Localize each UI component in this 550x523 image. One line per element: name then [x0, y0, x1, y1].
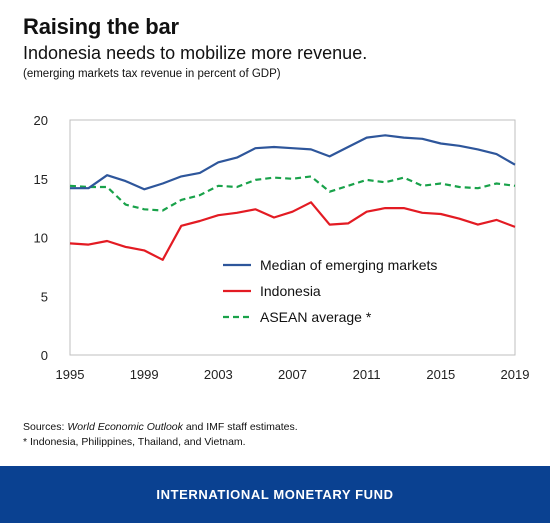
sources-publication: World Economic Outlook: [67, 421, 183, 433]
x-tick-label: 2011: [353, 367, 381, 382]
chart-title: Raising the bar: [23, 14, 179, 39]
series-line-indonesia: [69, 201, 516, 261]
x-tick-label: 1999: [130, 367, 159, 382]
sources-footnote: * Indonesia, Philippines, Thailand, and …: [23, 436, 246, 448]
y-tick-label: 5: [41, 289, 48, 304]
x-tick-label: 2003: [204, 367, 233, 382]
y-tick-label: 15: [34, 172, 48, 187]
sources-prefix: Sources:: [23, 421, 68, 433]
legend-label: Median of emerging markets: [260, 257, 437, 273]
y-tick-label: 20: [34, 113, 48, 128]
plot-frame: [69, 119, 516, 356]
footer-label: INTERNATIONAL MONETARY FUND: [156, 487, 394, 502]
x-tick-label: 1995: [56, 367, 85, 382]
sources-note: Sources: World Economic Outlook and IMF …: [23, 420, 298, 450]
line-chart: 0 5 10 15 20 1995 1999 2003 2007 2011 2015 2019 Me…: [34, 113, 530, 382]
y-tick-label: 10: [34, 231, 48, 246]
x-tick-label: 2015: [426, 367, 455, 382]
series-line-median-of-emerging-markets: [70, 134, 516, 191]
footer-bar: INTERNATIONAL MONETARY FUND: [0, 466, 550, 523]
legend-label: ASEAN average *: [260, 309, 372, 325]
sources-suffix: and IMF staff estimates.: [182, 421, 298, 433]
x-tick-label: 2019: [501, 367, 530, 382]
chart-units-note: (emerging markets tax revenue in percent…: [23, 68, 281, 80]
series-line-asean-average: [69, 175, 516, 212]
y-tick-label: 0: [41, 348, 48, 363]
x-tick-label: 2007: [278, 367, 307, 382]
chart-subtitle: Indonesia needs to mobilize more revenue…: [23, 43, 368, 63]
legend-label: Indonesia: [260, 283, 321, 299]
